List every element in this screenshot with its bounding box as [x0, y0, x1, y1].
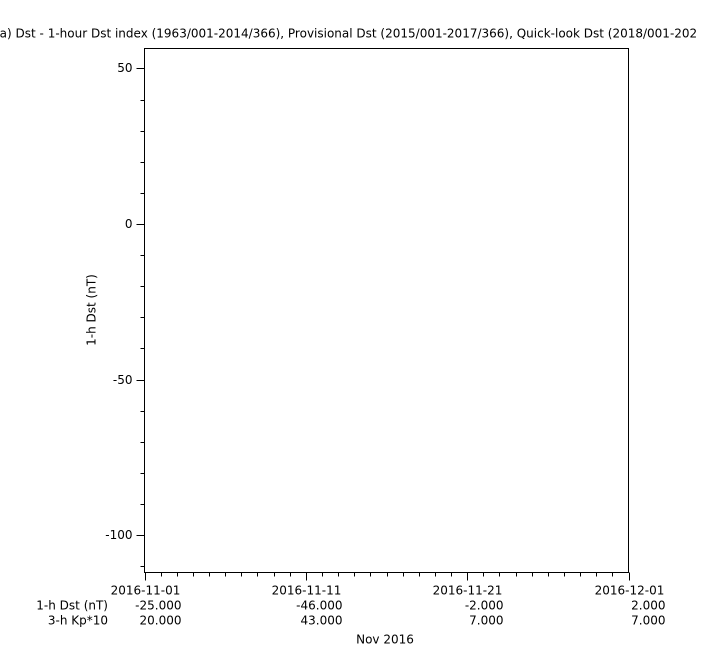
tick-row-value: -25.000 — [135, 599, 181, 613]
tick-row-value: 2.000 — [631, 599, 665, 613]
y-tick-label: -50 — [113, 373, 133, 387]
y-axis-label: 1-h Dst (nT) — [85, 274, 99, 346]
tick-row-value: -2.000 — [465, 599, 504, 613]
y-tick-label: 50 — [117, 61, 132, 75]
y-tick-label: -100 — [105, 528, 132, 542]
tick-row-label: 3-h Kp*10 — [48, 614, 108, 628]
tick-row-value: 7.000 — [469, 614, 503, 628]
plot-frame — [144, 48, 629, 573]
tick-row-value: 20.000 — [140, 614, 182, 628]
x-tick-label: 2016-12-01 — [595, 584, 665, 598]
tick-row-value: 7.000 — [631, 614, 665, 628]
tick-row-label: 1-h Dst (nT) — [36, 599, 108, 613]
chart-title: (a) Dst - 1-hour Dst index (1963/001-201… — [0, 27, 697, 41]
tick-row-value: 43.000 — [301, 614, 343, 628]
tick-row-value: -46.000 — [296, 599, 342, 613]
x-tick-label: 2016-11-01 — [111, 584, 181, 598]
y-tick-label: 0 — [125, 217, 133, 231]
x-tick-label: 2016-11-11 — [272, 584, 342, 598]
x-tick-label: 2016-11-21 — [433, 584, 503, 598]
x-axis-label: Nov 2016 — [356, 633, 414, 647]
